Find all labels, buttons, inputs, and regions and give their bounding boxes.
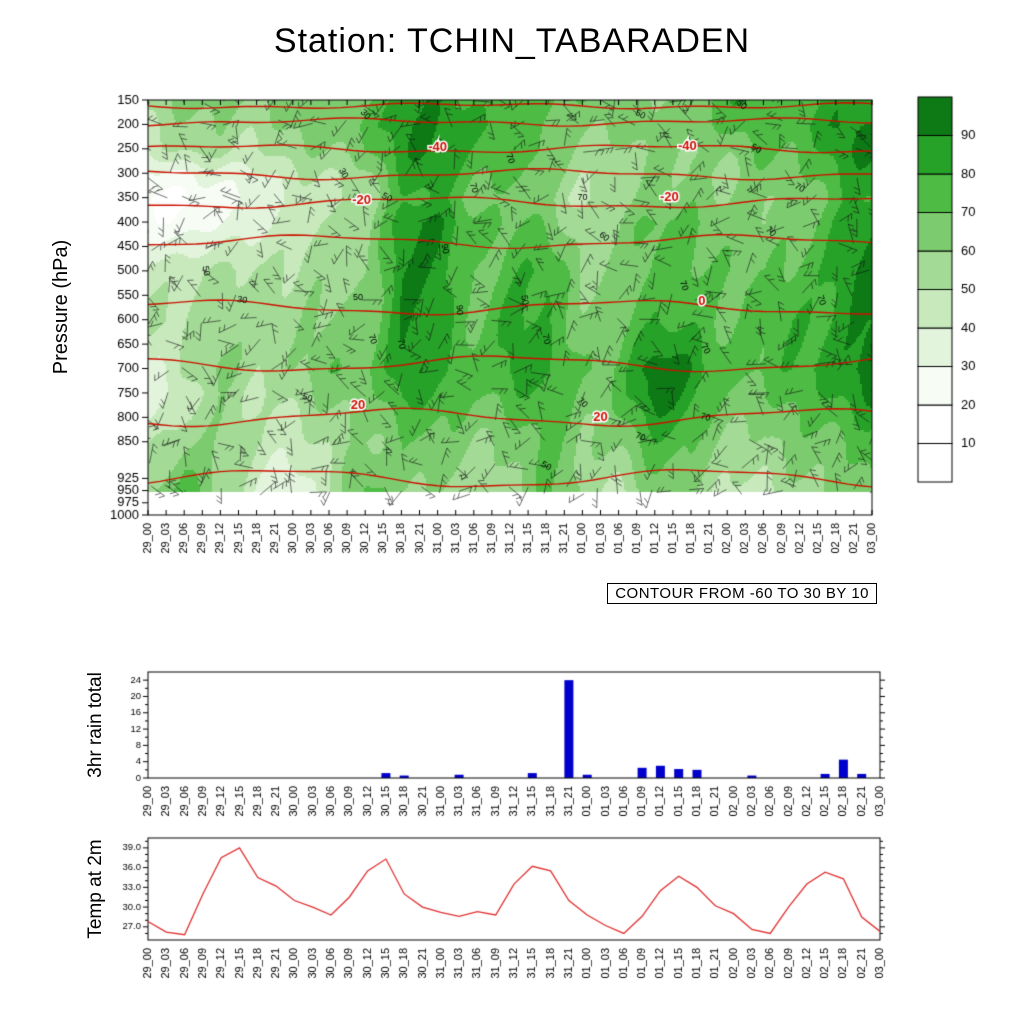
page-title: Station: TCHIN_TABARADEN	[273, 22, 751, 60]
temp-axis-label: Temp at 2m	[85, 839, 106, 939]
contour-note: CONTOUR FROM -60 TO 30 BY 10	[607, 583, 877, 604]
pressure-axis-label: Pressure (hPa)	[50, 239, 72, 375]
